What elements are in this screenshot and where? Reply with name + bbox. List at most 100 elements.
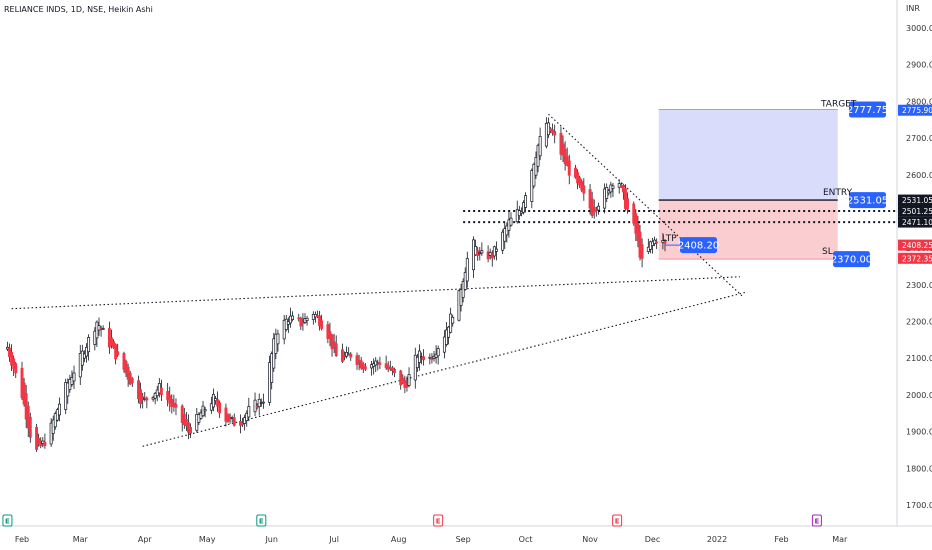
candle — [58, 397, 61, 422]
target-label: TARGET — [820, 100, 857, 110]
earnings-icon — [612, 514, 623, 527]
price-tick-label: 3000.00 — [906, 24, 932, 33]
time-tick-label: Jun — [264, 535, 278, 544]
candle-body — [538, 136, 542, 157]
price-tag-label: 2471.10 — [902, 218, 932, 227]
candle — [130, 376, 134, 387]
candle-body — [101, 328, 105, 330]
price-axis-tags: 2775.90 2531.05 2501.25 2471.10 2408.25 2372.… — [898, 104, 932, 264]
candle — [538, 127, 542, 161]
candle — [101, 325, 105, 330]
candle-body — [291, 315, 294, 320]
price-tick-label: 1700.00 — [906, 501, 932, 510]
stop-badge — [833, 251, 870, 268]
price-tag-label: 2531.05 — [902, 196, 932, 205]
candle — [393, 367, 396, 378]
candle — [320, 314, 324, 331]
candle — [174, 398, 178, 416]
candle — [378, 356, 382, 369]
candle-body — [218, 402, 222, 414]
candle — [480, 242, 484, 256]
candle — [465, 251, 469, 288]
candle-body — [241, 423, 245, 425]
candle — [159, 379, 163, 401]
price-tick-label: 2600.00 — [906, 171, 932, 180]
price-tick-label: 1800.00 — [906, 464, 932, 473]
candle-body — [87, 337, 91, 353]
candle — [232, 413, 236, 427]
time-tick-label: 2022 — [707, 535, 727, 544]
price-tick-label: 2100.00 — [906, 354, 932, 363]
candle-body — [43, 441, 47, 447]
time-tick-label: Dec — [645, 535, 660, 544]
candle-body — [261, 401, 265, 404]
price-tick-label: 2800.00 — [906, 97, 932, 106]
price-tag-bg — [898, 239, 932, 251]
candle-body — [436, 348, 440, 357]
candle — [28, 412, 32, 443]
candle — [116, 343, 120, 358]
candle-body — [611, 185, 615, 189]
earnings-icon — [2, 514, 13, 527]
candle — [261, 393, 265, 409]
candle-body — [655, 241, 659, 244]
entry-badge — [849, 192, 886, 209]
candle-body — [407, 374, 411, 386]
candle-body — [320, 320, 324, 329]
time-tick-label: Aug — [391, 535, 407, 544]
dotted-levels — [463, 210, 896, 224]
candle-body — [247, 406, 251, 418]
candle-body — [174, 404, 178, 408]
candle — [276, 329, 280, 352]
time-tick-label: Apr — [138, 535, 153, 544]
candle — [509, 212, 513, 227]
price-tag-label: 2408.25 — [902, 241, 932, 250]
target-badge-text: 2777.75 — [847, 105, 888, 116]
candle — [241, 418, 245, 427]
candle-body — [478, 252, 482, 255]
currency-label: INR — [906, 4, 920, 13]
candle-body — [116, 351, 120, 356]
candle-body — [305, 317, 309, 321]
price-tick-label: 2300.00 — [906, 281, 932, 290]
trendline-3 — [548, 113, 743, 297]
stop-label: SL — [822, 247, 833, 257]
time-axis-ticks: Feb Mar Apr May Jun Jul Aug Sep Oct Nov Dec 2022 Feb… — [15, 535, 848, 544]
candle — [14, 361, 18, 378]
price-tick-label: 2000.00 — [906, 391, 932, 400]
candle-body — [422, 356, 426, 361]
candles — [5, 117, 667, 452]
candle — [349, 352, 353, 361]
candle — [43, 433, 47, 449]
candle-body — [58, 403, 61, 416]
candle — [494, 241, 498, 261]
candle — [451, 314, 455, 327]
earnings-icon-label: E — [436, 518, 441, 526]
entry-label: ENTRY — [823, 188, 853, 198]
target-zone — [658, 109, 838, 201]
price-tag-bg — [898, 252, 932, 264]
candle — [640, 238, 644, 268]
candle-body — [524, 195, 528, 208]
candle-body — [393, 368, 396, 374]
candle-body — [451, 316, 455, 324]
earnings-icon — [811, 514, 822, 527]
price-tick-label: 1900.00 — [906, 428, 932, 437]
price-tag-bg — [898, 205, 932, 217]
time-tick-label: Oct — [519, 535, 533, 544]
ltp-badge-text: 2408.20 — [678, 241, 719, 252]
chart-title: RELIANCE INDS, 1D, NSE, Heikin Ashi — [4, 5, 153, 14]
entry-badge-text: 2531.05 — [847, 196, 888, 207]
candle — [72, 365, 76, 389]
position-zones — [658, 109, 838, 260]
candle-body — [596, 205, 600, 211]
candle-body — [509, 217, 513, 226]
candle — [611, 183, 615, 198]
candle-body — [72, 372, 76, 382]
candle-body — [626, 198, 629, 210]
price-tag-label: 2372.35 — [902, 254, 932, 263]
candle — [436, 345, 440, 365]
time-tick-label: May — [199, 535, 216, 544]
